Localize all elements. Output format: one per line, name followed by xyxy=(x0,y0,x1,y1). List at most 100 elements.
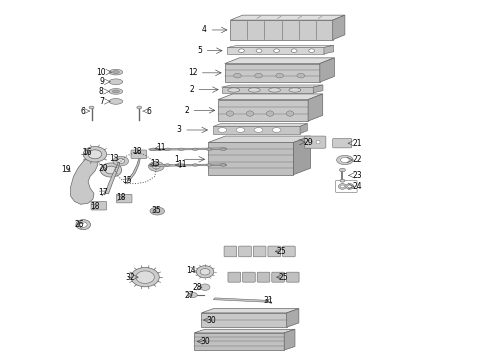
Ellipse shape xyxy=(192,148,198,150)
Text: 26: 26 xyxy=(74,220,84,229)
Text: 20: 20 xyxy=(99,164,108,173)
Ellipse shape xyxy=(248,88,260,92)
Ellipse shape xyxy=(255,73,262,78)
Ellipse shape xyxy=(309,140,313,144)
Text: 21: 21 xyxy=(352,139,362,148)
Ellipse shape xyxy=(152,164,160,169)
Ellipse shape xyxy=(150,148,156,150)
Ellipse shape xyxy=(291,49,297,53)
Ellipse shape xyxy=(113,71,119,73)
Ellipse shape xyxy=(228,88,240,92)
Polygon shape xyxy=(127,158,140,181)
Ellipse shape xyxy=(131,267,159,287)
Ellipse shape xyxy=(196,266,214,278)
Ellipse shape xyxy=(339,184,346,189)
Text: 11: 11 xyxy=(177,161,186,170)
Text: 32: 32 xyxy=(126,273,135,282)
Ellipse shape xyxy=(189,293,197,297)
Ellipse shape xyxy=(165,164,170,166)
Ellipse shape xyxy=(274,49,279,53)
Polygon shape xyxy=(194,333,284,350)
Ellipse shape xyxy=(200,269,210,275)
Polygon shape xyxy=(105,162,120,194)
Ellipse shape xyxy=(178,148,184,150)
Polygon shape xyxy=(225,58,334,64)
Polygon shape xyxy=(208,143,294,175)
FancyBboxPatch shape xyxy=(272,272,285,282)
Ellipse shape xyxy=(316,140,320,144)
Text: 1: 1 xyxy=(174,155,179,164)
Polygon shape xyxy=(300,123,307,134)
Polygon shape xyxy=(227,45,334,48)
Polygon shape xyxy=(71,157,98,204)
FancyBboxPatch shape xyxy=(243,272,255,282)
Ellipse shape xyxy=(136,271,154,283)
Ellipse shape xyxy=(206,148,212,150)
Polygon shape xyxy=(227,48,324,54)
Ellipse shape xyxy=(206,164,212,166)
Ellipse shape xyxy=(289,88,301,92)
Polygon shape xyxy=(218,100,308,121)
FancyBboxPatch shape xyxy=(287,272,299,282)
Ellipse shape xyxy=(246,111,254,116)
FancyBboxPatch shape xyxy=(257,272,270,282)
Text: 18: 18 xyxy=(132,147,142,156)
Text: 6: 6 xyxy=(81,107,86,116)
Text: 5: 5 xyxy=(197,46,202,55)
Text: 12: 12 xyxy=(188,68,197,77)
Polygon shape xyxy=(218,94,323,100)
Text: 2: 2 xyxy=(189,85,194,94)
Polygon shape xyxy=(324,45,334,54)
Text: 19: 19 xyxy=(61,165,71,174)
Text: 13: 13 xyxy=(150,159,160,168)
Text: 23: 23 xyxy=(352,171,362,180)
Text: 25: 25 xyxy=(278,273,288,282)
Text: 6: 6 xyxy=(147,107,151,116)
Ellipse shape xyxy=(269,88,280,92)
Ellipse shape xyxy=(236,128,245,132)
Polygon shape xyxy=(148,164,227,166)
Ellipse shape xyxy=(113,156,128,166)
Text: 16: 16 xyxy=(82,148,92,157)
Text: 7: 7 xyxy=(100,97,105,106)
Text: 2: 2 xyxy=(184,106,189,115)
Ellipse shape xyxy=(150,164,156,166)
Polygon shape xyxy=(230,20,333,40)
Ellipse shape xyxy=(200,284,210,291)
FancyBboxPatch shape xyxy=(228,272,241,282)
Text: 24: 24 xyxy=(352,182,362,191)
Ellipse shape xyxy=(109,69,122,75)
Ellipse shape xyxy=(109,89,122,94)
Ellipse shape xyxy=(137,106,142,109)
Text: 4: 4 xyxy=(202,26,207,35)
Polygon shape xyxy=(213,126,300,134)
Ellipse shape xyxy=(105,166,117,174)
Ellipse shape xyxy=(309,49,315,53)
FancyBboxPatch shape xyxy=(304,136,326,148)
Text: 17: 17 xyxy=(98,188,107,197)
Ellipse shape xyxy=(109,99,122,104)
Text: 35: 35 xyxy=(151,206,161,215)
Ellipse shape xyxy=(297,73,305,78)
Ellipse shape xyxy=(254,128,263,132)
Ellipse shape xyxy=(276,73,284,78)
Ellipse shape xyxy=(165,148,170,150)
Text: 14: 14 xyxy=(187,266,196,275)
Ellipse shape xyxy=(220,164,226,166)
Ellipse shape xyxy=(88,150,102,159)
Polygon shape xyxy=(294,136,311,175)
Text: 30: 30 xyxy=(200,337,210,346)
Text: 13: 13 xyxy=(110,154,119,163)
Polygon shape xyxy=(201,309,299,313)
Ellipse shape xyxy=(346,184,354,189)
Ellipse shape xyxy=(341,185,344,188)
FancyBboxPatch shape xyxy=(131,150,147,158)
Ellipse shape xyxy=(337,156,353,165)
Text: 18: 18 xyxy=(116,193,125,202)
Ellipse shape xyxy=(272,128,281,132)
Ellipse shape xyxy=(79,222,87,227)
Ellipse shape xyxy=(239,49,245,53)
Polygon shape xyxy=(313,85,323,93)
Text: 8: 8 xyxy=(99,87,104,96)
Ellipse shape xyxy=(218,128,227,132)
